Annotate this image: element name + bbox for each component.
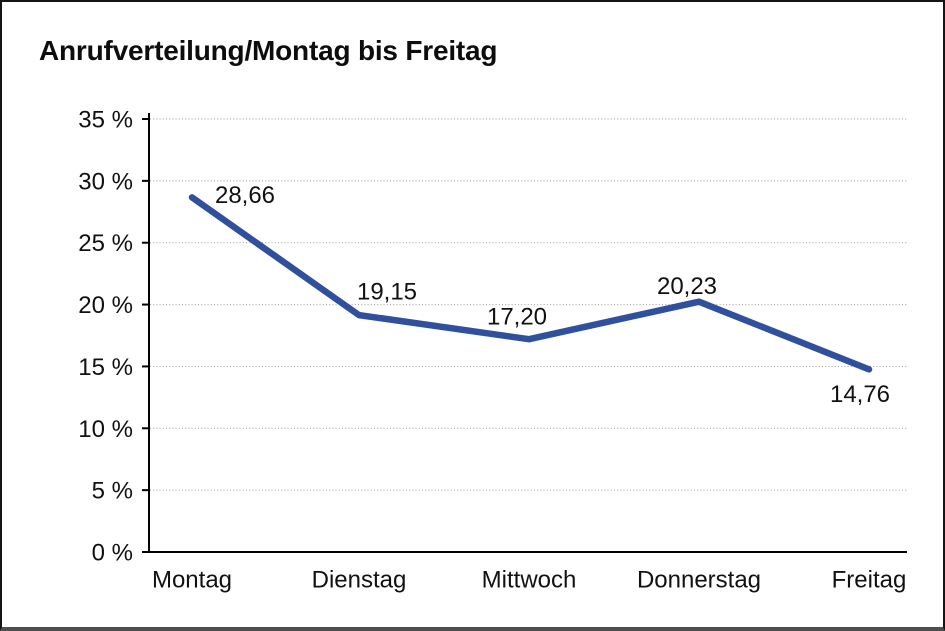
chart-title: Anrufverteilung/Montag bis Freitag bbox=[39, 35, 498, 66]
y-axis-label: 0 % bbox=[92, 540, 133, 567]
data-label: 28,66 bbox=[215, 182, 275, 209]
y-axis-label: 35 % bbox=[78, 107, 133, 134]
x-axis-label: Dienstag bbox=[312, 567, 407, 594]
data-label: 17,20 bbox=[487, 304, 547, 331]
y-axis-label: 10 % bbox=[78, 416, 133, 443]
data-label: 14,76 bbox=[830, 381, 890, 408]
x-axis-label: Montag bbox=[152, 567, 232, 594]
y-axis-label: 20 % bbox=[78, 292, 133, 319]
y-axis-label: 15 % bbox=[78, 354, 133, 381]
data-label: 20,23 bbox=[657, 273, 717, 300]
y-axis-label: 5 % bbox=[92, 478, 133, 505]
y-axis-label: 30 % bbox=[78, 168, 133, 195]
data-label: 19,15 bbox=[357, 279, 417, 306]
x-axis-label: Freitag bbox=[832, 567, 907, 594]
x-axis-label: Donnerstag bbox=[637, 567, 761, 594]
y-axis-label: 25 % bbox=[78, 230, 133, 257]
x-axis-label: Mittwoch bbox=[482, 567, 577, 594]
data-line bbox=[188, 194, 873, 373]
